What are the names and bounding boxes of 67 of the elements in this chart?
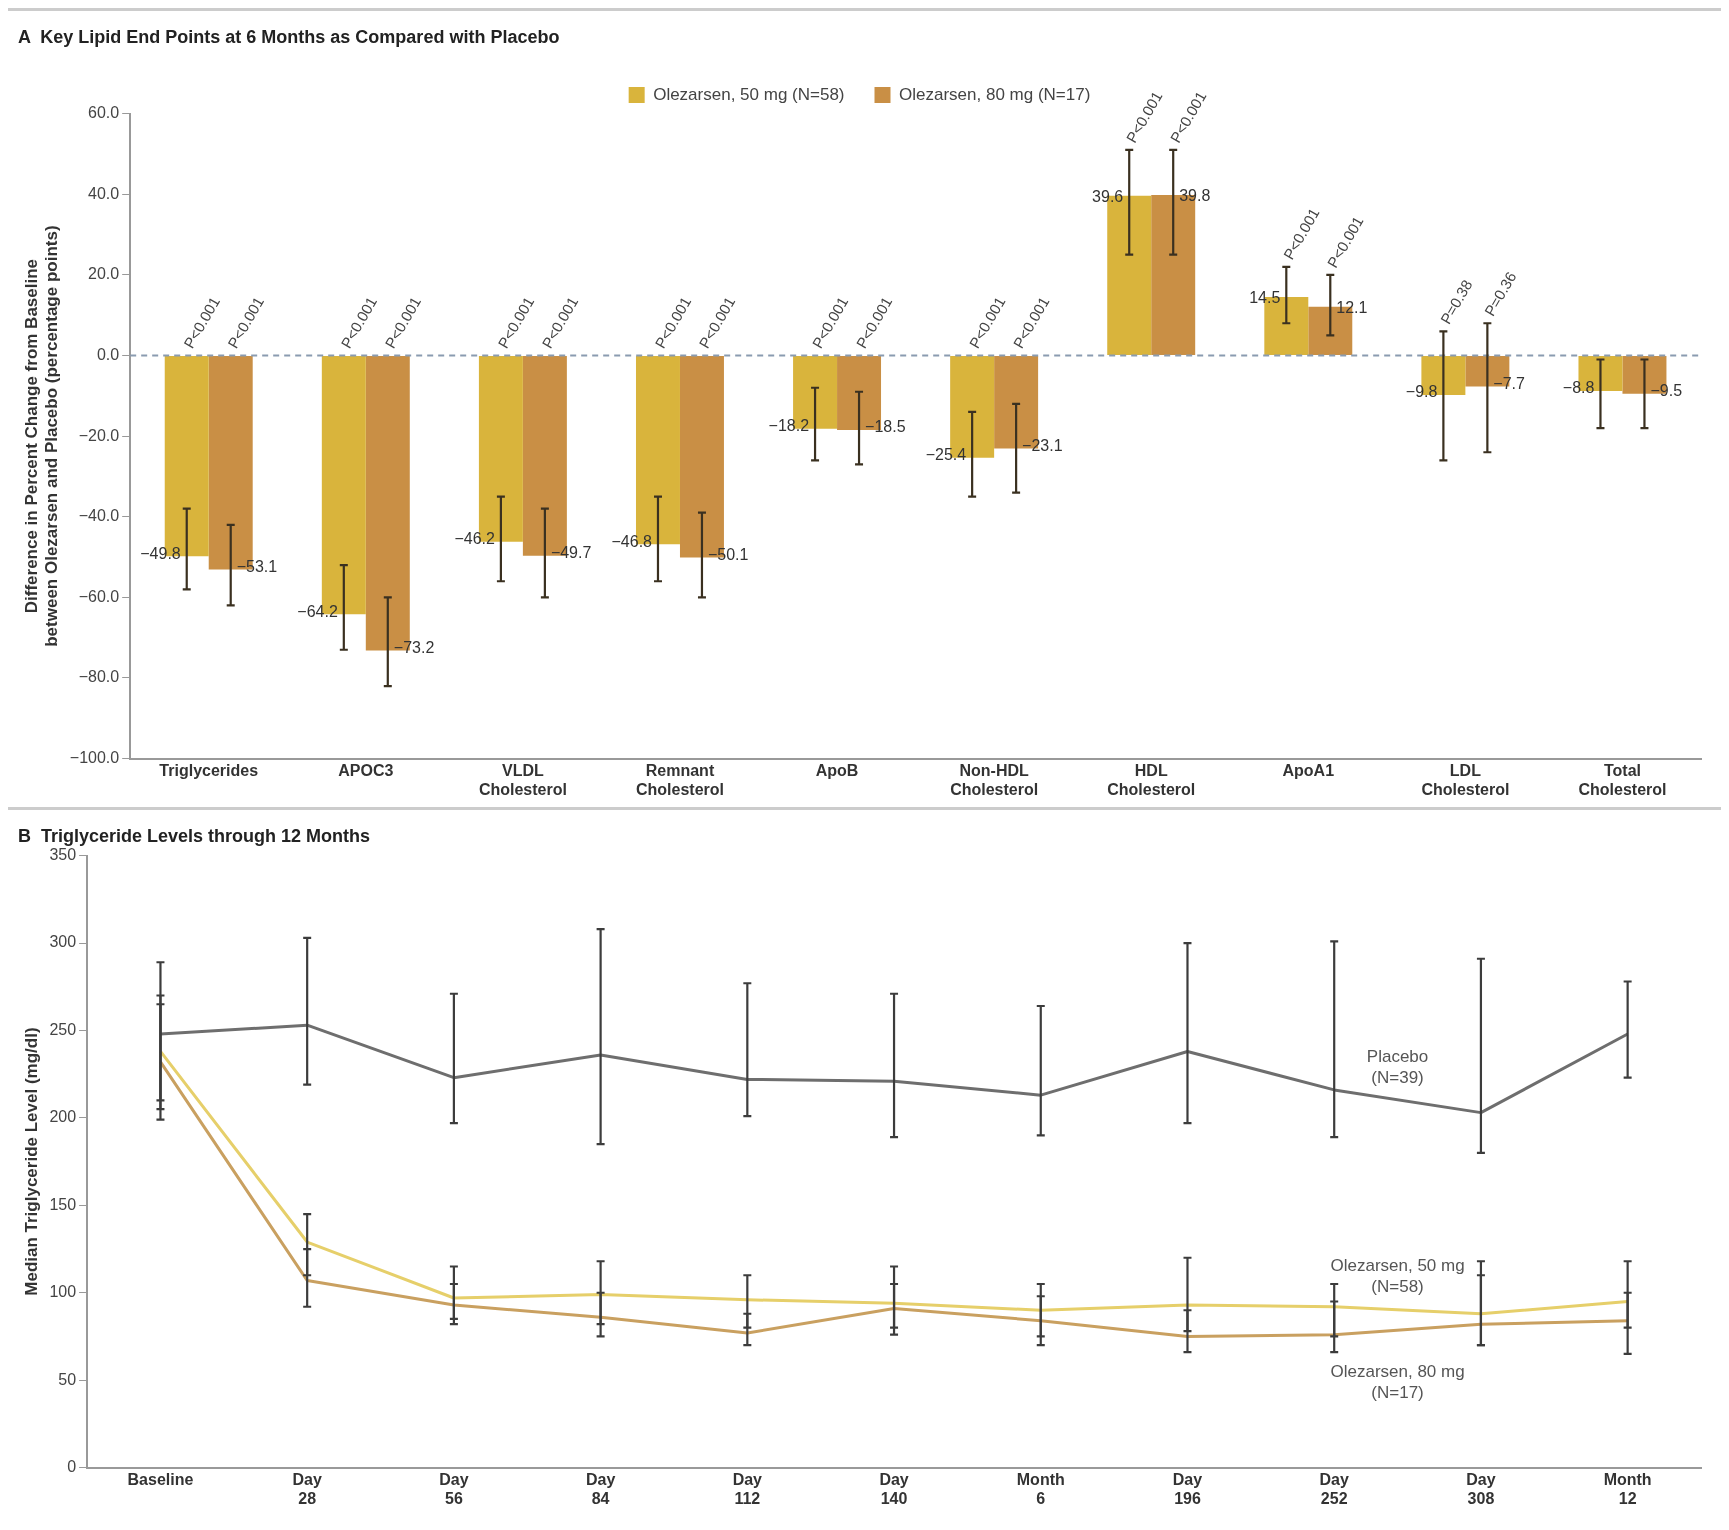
data-label: −50.1 bbox=[707, 545, 749, 563]
chart-title: B Triglyceride Levels through 12 Months bbox=[18, 825, 371, 846]
data-label: −49.8 bbox=[140, 544, 181, 562]
y-tick-label: −40.0 bbox=[78, 507, 120, 525]
x-tick-label: Day 112 bbox=[732, 1470, 763, 1507]
y-tick-label: 0 bbox=[67, 1458, 77, 1476]
x-tick-label: Day 252 bbox=[1319, 1470, 1349, 1507]
data-label: −23.1 bbox=[1022, 437, 1063, 454]
x-tick-label: Remnant Cholesterol bbox=[635, 761, 724, 798]
legend-label: Olezarsen, 50 mg (N=58) bbox=[653, 84, 845, 104]
x-tick-label: Baseline bbox=[127, 1470, 194, 1488]
x-tick-label: Day 56 bbox=[439, 1470, 469, 1507]
y-tick-label: 100 bbox=[49, 1283, 77, 1301]
series-label: Olezarsen, 50 mg (N=58) bbox=[1330, 1256, 1465, 1297]
x-tick-label: HDL Cholesterol bbox=[1107, 761, 1196, 798]
x-tick-label: ApoA1 bbox=[1282, 761, 1335, 779]
y-tick-label: 60.0 bbox=[88, 104, 120, 122]
y-tick-label: −80.0 bbox=[78, 668, 120, 686]
x-tick-label: Day 28 bbox=[292, 1470, 322, 1507]
y-tick-label: 300 bbox=[49, 933, 77, 951]
data-label: −53.1 bbox=[236, 557, 278, 575]
series-label: Placebo (N=39) bbox=[1366, 1047, 1429, 1088]
y-tick-label: −60.0 bbox=[78, 587, 120, 605]
y-axis-title: Median Triglyceride Level (mg/dl) bbox=[21, 1027, 41, 1296]
data-label: −7.7 bbox=[1493, 374, 1526, 392]
data-label: 39.8 bbox=[1179, 187, 1211, 205]
x-tick-label: ApoB bbox=[815, 761, 859, 779]
data-label: 12.1 bbox=[1336, 299, 1368, 317]
data-label: −64.2 bbox=[297, 602, 338, 620]
series-label: Olezarsen, 80 mg (N=17) bbox=[1330, 1361, 1465, 1402]
x-tick-label: Month 12 bbox=[1603, 1470, 1652, 1507]
y-tick-label: −100.0 bbox=[69, 749, 120, 767]
data-label: −9.8 bbox=[1405, 383, 1438, 401]
data-label: −18.2 bbox=[768, 417, 810, 435]
x-tick-label: Day 84 bbox=[585, 1470, 616, 1507]
x-tick-label: Day 308 bbox=[1466, 1470, 1496, 1507]
legend-label: Olezarsen, 80 mg (N=17) bbox=[899, 84, 1091, 104]
x-tick-label: Month 6 bbox=[1016, 1470, 1065, 1507]
x-tick-label: Day 196 bbox=[1172, 1470, 1203, 1507]
data-label: −73.2 bbox=[393, 638, 435, 656]
x-tick-label: Non-HDL Cholesterol bbox=[950, 761, 1039, 798]
y-tick-label: 250 bbox=[49, 1020, 77, 1038]
y-tick-label: 150 bbox=[49, 1195, 77, 1213]
x-tick-label: VLDL Cholesterol bbox=[478, 761, 567, 798]
x-tick-label: Day 140 bbox=[879, 1470, 909, 1507]
data-label: −9.5 bbox=[1650, 382, 1683, 400]
data-label: 39.6 bbox=[1092, 188, 1124, 206]
y-tick-label: 50 bbox=[58, 1370, 77, 1388]
data-label: −18.5 bbox=[865, 418, 906, 436]
data-label: −25.4 bbox=[925, 446, 967, 464]
data-label: −46.2 bbox=[454, 530, 495, 548]
y-tick-label: 0.0 bbox=[96, 345, 120, 363]
chart-title: A Key Lipid End Points at 6 Months as Compared with Placebo bbox=[18, 26, 560, 47]
x-tick-label: LDL Cholesterol bbox=[1421, 761, 1510, 798]
x-tick-label: APOC3 bbox=[338, 761, 394, 779]
y-tick-label: 200 bbox=[49, 1108, 77, 1126]
data-label: −46.8 bbox=[611, 532, 653, 550]
y-axis-title: Difference in Percent Change from Baseline between Olezarsen and Placebo (percentage points) bbox=[21, 225, 62, 647]
y-tick-label: 20.0 bbox=[88, 265, 120, 283]
data-label: −8.8 bbox=[1562, 379, 1595, 397]
y-tick-label: 350 bbox=[49, 846, 77, 864]
data-label: −49.7 bbox=[550, 544, 592, 562]
y-tick-label: −20.0 bbox=[78, 426, 120, 444]
x-tick-label: Total Cholesterol bbox=[1578, 761, 1667, 798]
x-tick-label: Triglycerides bbox=[159, 761, 259, 779]
y-tick-label: 40.0 bbox=[88, 184, 120, 202]
data-label: 14.5 bbox=[1249, 289, 1281, 307]
